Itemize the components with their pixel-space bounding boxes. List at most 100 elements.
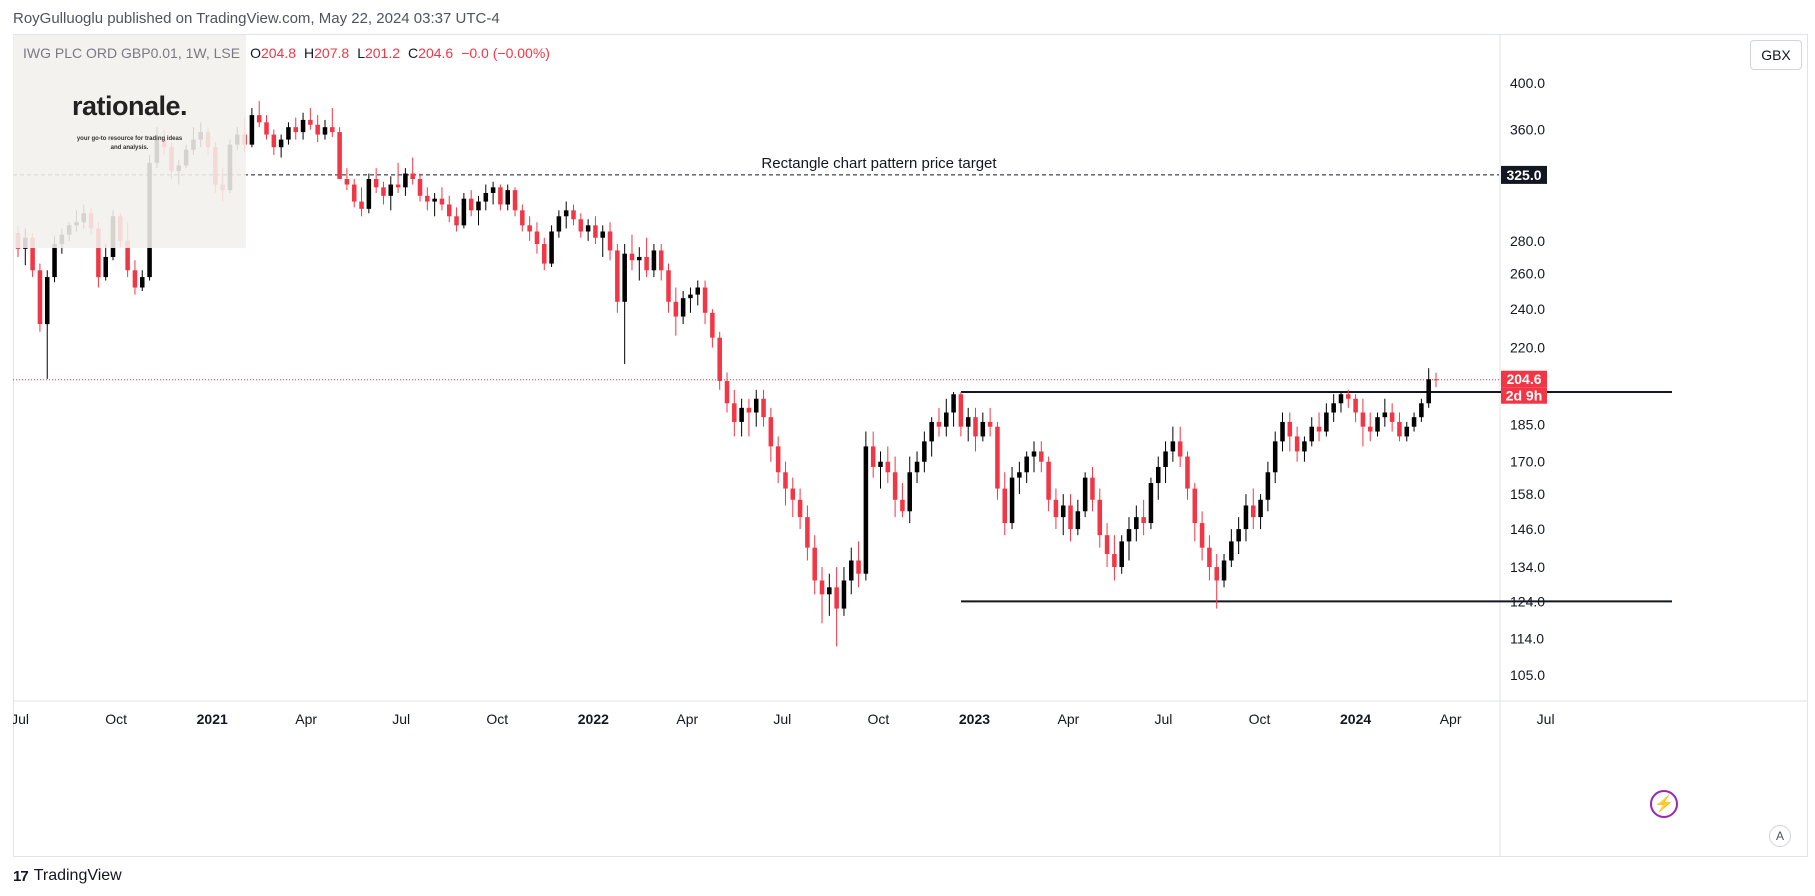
candle-body [922,441,927,462]
candle-body [315,124,320,135]
candle [1346,389,1351,408]
candle [1397,412,1402,442]
candle [286,122,291,145]
candle-body [1229,541,1234,561]
candle-body [1265,472,1271,500]
currency-button[interactable]: GBX [1750,40,1802,70]
candle-body [834,587,839,609]
candle [1382,398,1388,427]
candle-body [739,407,744,422]
candle-body [1382,412,1388,418]
candle-body [468,198,474,211]
candle-body [958,394,964,427]
candle-body [995,426,1000,489]
candle-body [1375,417,1380,432]
candle [132,260,138,295]
candle [797,488,803,530]
candle-body [322,127,328,135]
candle [44,270,50,379]
candle [1082,472,1088,518]
candle [1404,421,1410,442]
x-tick-label: 2023 [959,711,990,727]
x-tick-label: 2021 [197,711,228,727]
x-tick-label: Jul [1537,711,1555,727]
candle-body [1097,499,1103,536]
candle-body [585,225,591,232]
candle [315,115,320,143]
candle [1251,488,1256,530]
candle-body [1346,394,1351,399]
candle-body [1119,541,1124,568]
candle [483,184,489,211]
candle-body [680,298,686,317]
lightning-icon[interactable]: ⚡ [1650,790,1678,818]
candle-body [483,192,489,202]
logo-tagline: your go-to resource for trading ideas an… [76,136,183,151]
low-value: 201.2 [364,45,401,61]
candle-body [432,198,437,202]
candle [900,483,905,518]
price-chart[interactable]: 400.0 360.0 280.0 260.0 240.0 220.0 185.0 170.0… [13,34,1808,857]
candle [1302,436,1307,462]
candle [1258,494,1263,530]
candle-body [366,179,372,209]
candle [644,237,649,278]
candle-body [388,184,394,196]
candle [556,210,562,238]
candle [834,567,839,647]
candle [753,389,759,427]
candle-body [695,287,701,295]
candle-body [600,231,606,238]
candle [344,168,350,191]
candle [914,451,920,484]
candle [505,184,510,211]
footer-brand[interactable]: 17 TradingView [13,867,122,885]
candle [637,247,642,281]
candle [1185,451,1190,500]
x-tick-label: Apr [295,711,317,727]
candle-body [1433,379,1439,381]
candle [856,541,861,588]
candle-body [907,472,912,512]
candle [1272,431,1278,484]
candle-body [1148,483,1154,524]
symbol-description: IWG PLC ORD GBP0.01, 1W, LSE [23,45,241,61]
candle-body [103,256,108,278]
candle-body [1090,477,1095,500]
candle [629,234,635,271]
candle [878,451,883,489]
candle [1148,477,1154,530]
x-tick-label: Apr [1440,711,1462,727]
candle [848,547,854,595]
candle-body [300,119,306,133]
candle-body [1360,412,1366,427]
candle-body [1338,394,1344,404]
candle [1024,451,1029,484]
candle [139,270,145,292]
candle-body [96,228,101,278]
candle-body [732,403,737,422]
auto-scale-button[interactable]: A [1769,825,1791,847]
candle [593,216,598,245]
candle [739,398,744,437]
candle-body [534,231,540,245]
candle-body [1060,505,1066,518]
target-price-badge-text: 325.0 [1506,167,1541,183]
candle [607,222,613,261]
candle-body [1251,505,1256,518]
candle [1170,426,1176,462]
candle [790,477,796,518]
candle-body [622,253,627,302]
candle-body [629,253,635,261]
candle-body [1185,456,1190,489]
candle-body [425,195,430,202]
last-price-badge-text: 204.6 [1506,371,1541,387]
candle [775,436,781,484]
candle-body [1155,466,1161,484]
x-tick-label: Oct [1249,711,1271,727]
candle-body [395,184,401,188]
target-price-badge: 325.0 [1501,165,1547,184]
candle [512,187,518,217]
chart-frame [13,34,1808,857]
candle [293,117,299,140]
